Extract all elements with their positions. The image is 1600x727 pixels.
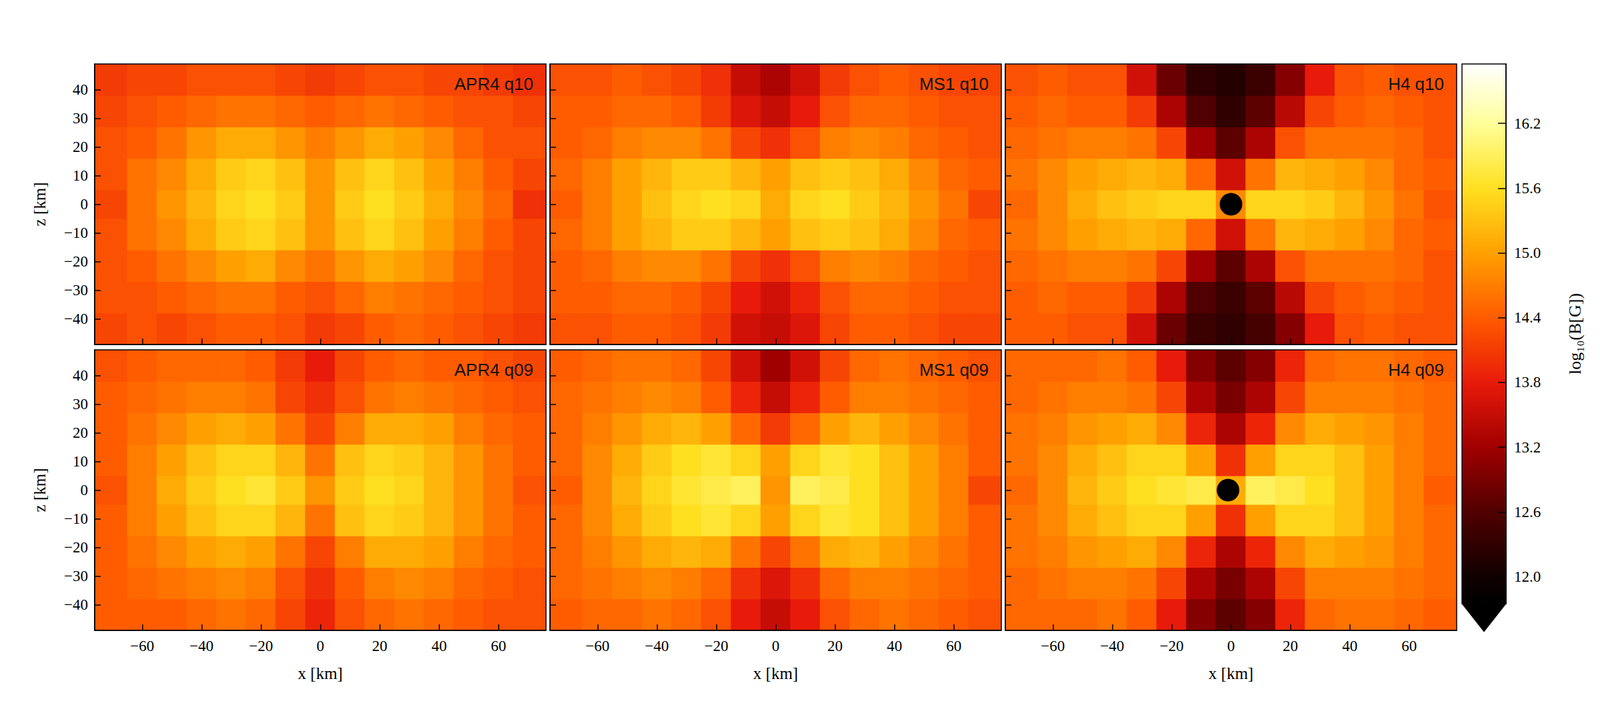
svg-text:−20: −20: [64, 253, 88, 270]
svg-text:−20: −20: [704, 638, 728, 655]
svg-text:14.4: 14.4: [1514, 309, 1542, 326]
svg-text:APR4 q10: APR4 q10: [454, 74, 534, 94]
svg-text:−20: −20: [64, 539, 88, 556]
svg-text:APR4 q09: APR4 q09: [454, 360, 534, 380]
svg-text:−30: −30: [64, 282, 88, 299]
svg-text:x [km]: x [km]: [1208, 664, 1254, 683]
svg-text:30: 30: [72, 110, 88, 127]
svg-text:H4 q10: H4 q10: [1388, 74, 1444, 94]
svg-text:x [km]: x [km]: [298, 664, 343, 683]
svg-text:60: 60: [490, 638, 506, 655]
svg-text:−60: −60: [130, 638, 154, 655]
svg-text:−40: −40: [644, 638, 669, 655]
svg-text:z [km]: z [km]: [30, 468, 49, 513]
svg-text:40: 40: [886, 638, 902, 655]
svg-text:30: 30: [72, 396, 88, 413]
svg-text:−60: −60: [585, 638, 610, 655]
svg-text:10: 10: [72, 453, 88, 470]
svg-text:−30: −30: [64, 568, 88, 585]
svg-text:20: 20: [372, 638, 388, 655]
svg-text:0: 0: [80, 482, 89, 499]
svg-text:20: 20: [72, 138, 88, 156]
svg-text:60: 60: [1401, 638, 1417, 655]
svg-text:H4 q09: H4 q09: [1388, 360, 1444, 380]
svg-text:40: 40: [72, 81, 88, 98]
svg-text:40: 40: [431, 638, 447, 655]
svg-text:−40: −40: [189, 638, 214, 655]
svg-text:log₁₀(B[G]): log₁₀(B[G]): [1565, 293, 1585, 375]
svg-text:0: 0: [772, 638, 780, 655]
svg-text:0: 0: [316, 638, 325, 655]
svg-text:−40: −40: [64, 310, 88, 328]
svg-text:60: 60: [946, 638, 962, 655]
svg-text:x [km]: x [km]: [753, 664, 798, 683]
svg-text:z [km]: z [km]: [30, 182, 49, 227]
svg-text:−10: −10: [64, 510, 88, 528]
svg-text:12.0: 12.0: [1514, 568, 1541, 586]
svg-text:−10: −10: [64, 224, 88, 242]
svg-text:12.6: 12.6: [1514, 504, 1541, 521]
svg-text:−40: −40: [1100, 638, 1124, 655]
svg-text:13.2: 13.2: [1514, 439, 1541, 456]
svg-text:0: 0: [80, 196, 89, 213]
svg-text:20: 20: [1282, 638, 1298, 655]
svg-text:16.2: 16.2: [1514, 115, 1541, 132]
svg-text:20: 20: [72, 424, 88, 442]
svg-text:0: 0: [1227, 638, 1236, 655]
svg-text:10: 10: [72, 167, 88, 184]
svg-text:MS1 q09: MS1 q09: [919, 360, 989, 380]
svg-text:−40: −40: [64, 596, 88, 614]
svg-text:−20: −20: [248, 638, 273, 655]
svg-text:−20: −20: [1159, 638, 1184, 655]
svg-text:40: 40: [1342, 638, 1358, 655]
svg-text:−60: −60: [1040, 638, 1065, 655]
svg-text:20: 20: [827, 638, 843, 655]
svg-text:13.8: 13.8: [1514, 374, 1541, 391]
svg-text:15.6: 15.6: [1514, 180, 1541, 197]
svg-text:15.0: 15.0: [1514, 244, 1541, 262]
svg-text:MS1 q10: MS1 q10: [919, 74, 989, 94]
svg-text:40: 40: [72, 367, 88, 384]
